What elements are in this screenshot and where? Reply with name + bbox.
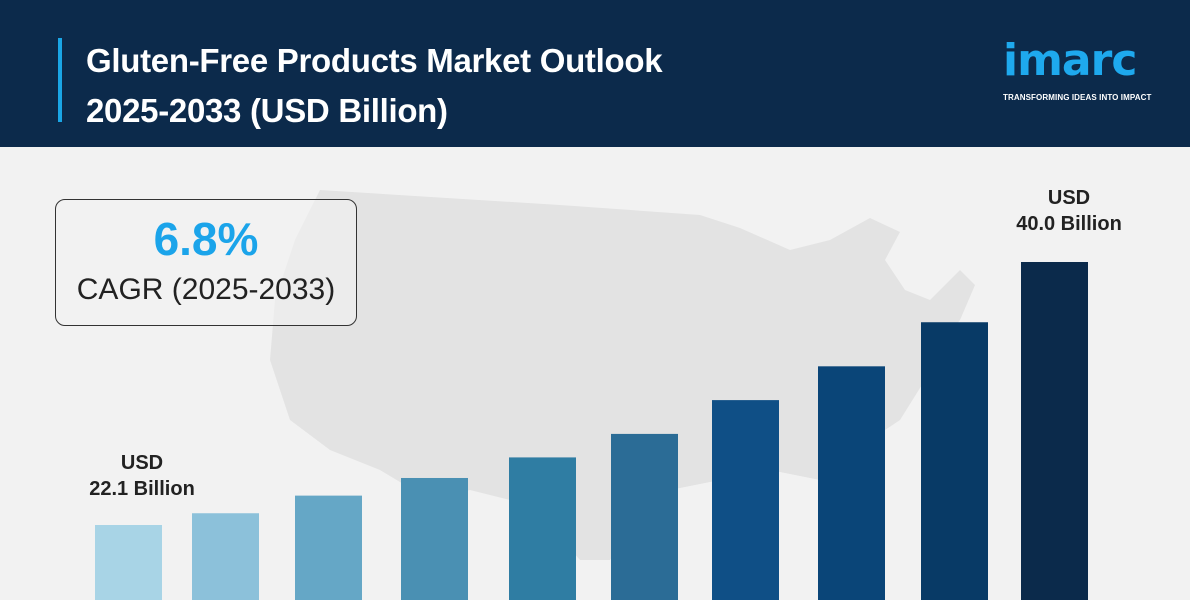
cagr-value: 6.8% xyxy=(153,213,259,265)
last-bar-label-value: 40.0 Billion xyxy=(1016,213,1122,235)
bar-4 xyxy=(401,477,468,600)
cagr-callout: 6.8% CAGR (2025-2033) xyxy=(55,199,357,326)
bar-2 xyxy=(192,513,259,600)
logo-wordmark: imarc xyxy=(1003,35,1137,86)
cagr-label: CAGR (2025-2033) xyxy=(76,273,336,306)
bar-10 xyxy=(1021,262,1088,600)
logo-tagline: TRANSFORMING IDEAS INTO IMPACT xyxy=(1003,93,1152,102)
title-accent-bar xyxy=(58,38,62,122)
page-title: Gluten-Free Products Market Outlook 2025… xyxy=(86,36,663,136)
bar-8 xyxy=(818,366,885,600)
first-bar-label: USD 22.1 Billion xyxy=(62,450,222,502)
bar-1 xyxy=(95,525,162,600)
header-banner: Gluten-Free Products Market Outlook 2025… xyxy=(0,0,1190,147)
bar-6 xyxy=(611,433,678,600)
bar-9 xyxy=(921,322,988,600)
bar-7 xyxy=(712,400,779,600)
bar-5 xyxy=(509,457,576,600)
title-line-2: 2025-2033 (USD Billion) xyxy=(86,92,448,129)
last-bar-label: USD 40.0 Billion xyxy=(989,185,1149,237)
imarc-logo: imarc TRANSFORMING IDEAS INTO IMPACT xyxy=(1003,32,1178,104)
bar-3 xyxy=(295,495,362,600)
first-bar-label-value: 22.1 Billion xyxy=(89,478,195,500)
first-bar-label-currency: USD xyxy=(120,452,164,474)
last-bar-label-currency: USD xyxy=(1047,187,1091,209)
title-line-1: Gluten-Free Products Market Outlook xyxy=(86,42,663,79)
